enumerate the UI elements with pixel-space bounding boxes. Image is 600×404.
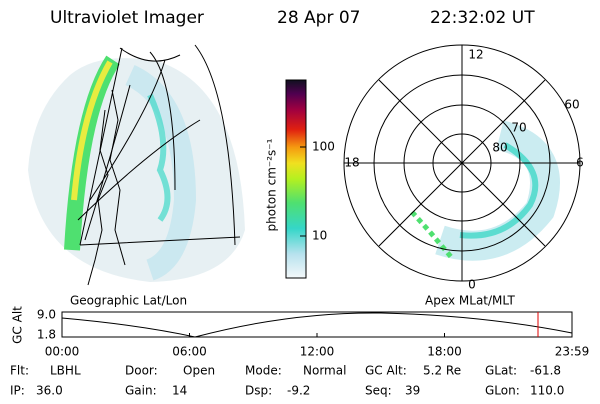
info-label: IP: <box>10 384 25 398</box>
info-value: Open <box>183 364 215 378</box>
info-label: GLat: <box>485 364 517 378</box>
mlt-label: 12 <box>468 48 483 62</box>
time-tick-label: 23:59 <box>555 345 590 359</box>
geographic-image <box>28 44 245 286</box>
info-label: Dsp: <box>245 384 272 398</box>
info-value: -61.8 <box>530 364 561 378</box>
info-value: 14 <box>172 384 187 398</box>
time-tick-label: 18:00 <box>427 345 462 359</box>
info-value: 110.0 <box>530 384 564 398</box>
left-panel-label: Geographic Lat/Lon <box>70 294 187 308</box>
info-label: GC Alt: <box>365 364 407 378</box>
right-panel-label: Apex MLat/MLT <box>425 294 515 308</box>
time-tick-label: 00:00 <box>45 345 80 359</box>
info-label: GLon: <box>485 384 520 398</box>
time-tick-label: 12:00 <box>300 345 335 359</box>
colorbar-label: photon cm⁻²s⁻¹ <box>265 138 279 231</box>
altitude-axis-label: GC Alt <box>11 306 25 344</box>
time-ticks: 00:00 06:00 12:00 18:00 23:59 <box>45 333 590 359</box>
instrument: Ultraviolet Imager <box>50 8 204 28</box>
info-value: 39 <box>405 384 420 398</box>
info-label: Mode: <box>245 364 282 378</box>
date: 28 Apr 07 <box>277 8 360 28</box>
colorbar <box>285 79 307 279</box>
mlt-label: 0 <box>468 278 476 292</box>
info-label: Door: <box>125 364 158 378</box>
info-label: Seq: <box>365 384 392 398</box>
info-label: Flt: <box>10 364 29 378</box>
lat-label: 70 <box>511 121 526 135</box>
info-value: Normal <box>303 364 346 378</box>
altitude-curve <box>61 312 573 338</box>
info-value: 5.2 Re <box>423 364 461 378</box>
lat-label: 80 <box>492 141 507 155</box>
mlt-label: 18 <box>344 156 359 170</box>
altitude-tick-label: 1.8 <box>37 328 56 342</box>
colorbar-tick-label: 100 <box>312 140 335 154</box>
info-fields: Flt: LBHL Door: Open Mode: Normal GC Alt: 5.2 R… <box>10 364 564 398</box>
lat-label: 60 <box>564 98 579 112</box>
info-value: 36.0 <box>36 384 63 398</box>
polar-image <box>343 44 581 282</box>
info-value: LBHL <box>50 364 81 378</box>
time-tick-label: 06:00 <box>172 345 207 359</box>
time: 22:32:02 UT <box>430 8 535 28</box>
colorbar-tick-label: 10 <box>312 229 327 243</box>
altitude-tick-label: 9.0 <box>37 308 56 322</box>
info-label: Gain: <box>125 384 157 398</box>
mlt-label: 6 <box>576 156 584 170</box>
info-value: -9.2 <box>287 384 310 398</box>
